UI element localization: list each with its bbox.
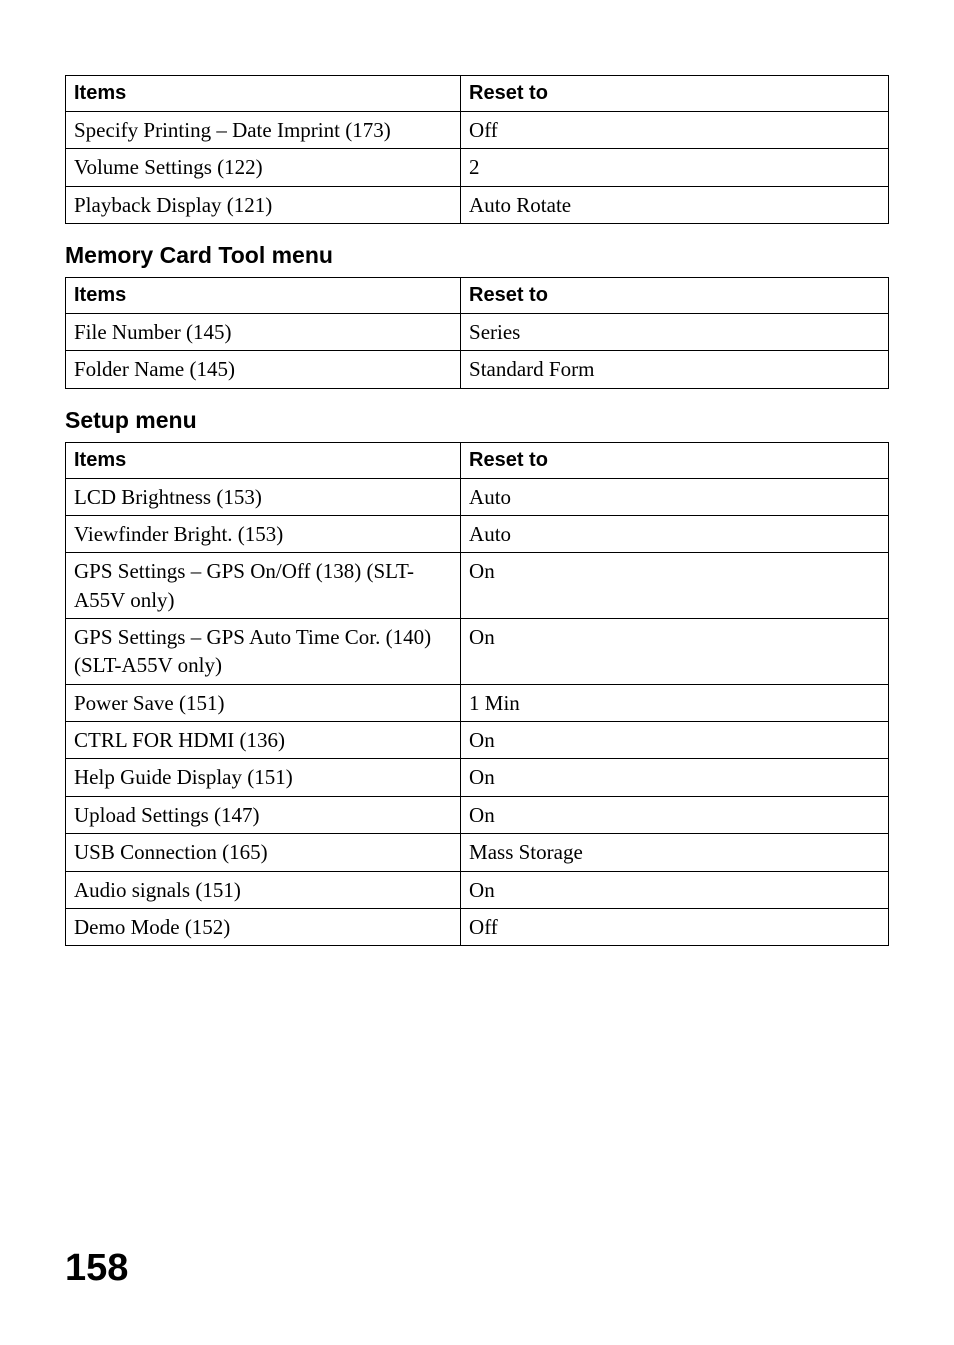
table-continuation: Items Reset to Specify Printing – Date I…	[65, 75, 889, 224]
table-row: GPS Settings – GPS On/Off (138) (SLT-A55…	[66, 553, 889, 619]
cell-reset: On	[461, 871, 889, 908]
header-items: Items	[66, 442, 461, 478]
header-items: Items	[66, 76, 461, 112]
cell-item: GPS Settings – GPS Auto Time Cor. (140) …	[66, 619, 461, 685]
cell-reset: On	[461, 619, 889, 685]
cell-reset: On	[461, 759, 889, 796]
cell-reset: Off	[461, 908, 889, 945]
table-row: CTRL FOR HDMI (136)On	[66, 722, 889, 759]
cell-reset: Auto	[461, 516, 889, 553]
table-row: LCD Brightness (153)Auto	[66, 478, 889, 515]
table-row: Folder Name (145)Standard Form	[66, 351, 889, 388]
table-row: GPS Settings – GPS Auto Time Cor. (140) …	[66, 619, 889, 685]
heading-memory-card-tool: Memory Card Tool menu	[65, 242, 889, 269]
table-row: Upload Settings (147)On	[66, 796, 889, 833]
cell-item: Help Guide Display (151)	[66, 759, 461, 796]
cell-item: Upload Settings (147)	[66, 796, 461, 833]
cell-item: Audio signals (151)	[66, 871, 461, 908]
cell-reset: On	[461, 553, 889, 619]
cell-item: Playback Display (121)	[66, 186, 461, 223]
table-row: Specify Printing – Date Imprint (173)Off	[66, 112, 889, 149]
cell-item: Volume Settings (122)	[66, 149, 461, 186]
table-header-row: Items Reset to	[66, 442, 889, 478]
header-reset: Reset to	[461, 278, 889, 314]
page-number: 158	[65, 1247, 128, 1290]
cell-reset: Standard Form	[461, 351, 889, 388]
cell-reset: 2	[461, 149, 889, 186]
header-items: Items	[66, 278, 461, 314]
table-header-row: Items Reset to	[66, 76, 889, 112]
table3-body: LCD Brightness (153)AutoViewfinder Brigh…	[66, 478, 889, 945]
cell-item: File Number (145)	[66, 314, 461, 351]
table-row: File Number (145)Series	[66, 314, 889, 351]
table-memory-card-tool: Items Reset to File Number (145)SeriesFo…	[65, 277, 889, 389]
table-setup-menu: Items Reset to LCD Brightness (153)AutoV…	[65, 442, 889, 946]
header-reset: Reset to	[461, 442, 889, 478]
cell-item: Folder Name (145)	[66, 351, 461, 388]
page: Items Reset to Specify Printing – Date I…	[0, 0, 954, 1345]
table-row: Playback Display (121)Auto Rotate	[66, 186, 889, 223]
table-row: Viewfinder Bright. (153)Auto	[66, 516, 889, 553]
table-row: Audio signals (151)On	[66, 871, 889, 908]
table-row: Power Save (151)1 Min	[66, 684, 889, 721]
cell-reset: Mass Storage	[461, 834, 889, 871]
cell-reset: Auto	[461, 478, 889, 515]
cell-item: Demo Mode (152)	[66, 908, 461, 945]
cell-reset: 1 Min	[461, 684, 889, 721]
cell-item: CTRL FOR HDMI (136)	[66, 722, 461, 759]
cell-reset: On	[461, 722, 889, 759]
cell-reset: Series	[461, 314, 889, 351]
cell-item: Specify Printing – Date Imprint (173)	[66, 112, 461, 149]
heading-setup-menu: Setup menu	[65, 407, 889, 434]
table-row: Volume Settings (122)2	[66, 149, 889, 186]
cell-item: LCD Brightness (153)	[66, 478, 461, 515]
cell-reset: Auto Rotate	[461, 186, 889, 223]
cell-reset: Off	[461, 112, 889, 149]
table-header-row: Items Reset to	[66, 278, 889, 314]
cell-item: USB Connection (165)	[66, 834, 461, 871]
table1-body: Specify Printing – Date Imprint (173)Off…	[66, 112, 889, 224]
table-row: Help Guide Display (151)On	[66, 759, 889, 796]
cell-item: Viewfinder Bright. (153)	[66, 516, 461, 553]
header-reset: Reset to	[461, 76, 889, 112]
table2-body: File Number (145)SeriesFolder Name (145)…	[66, 314, 889, 389]
table-row: USB Connection (165)Mass Storage	[66, 834, 889, 871]
cell-item: Power Save (151)	[66, 684, 461, 721]
cell-item: GPS Settings – GPS On/Off (138) (SLT-A55…	[66, 553, 461, 619]
cell-reset: On	[461, 796, 889, 833]
table-row: Demo Mode (152)Off	[66, 908, 889, 945]
